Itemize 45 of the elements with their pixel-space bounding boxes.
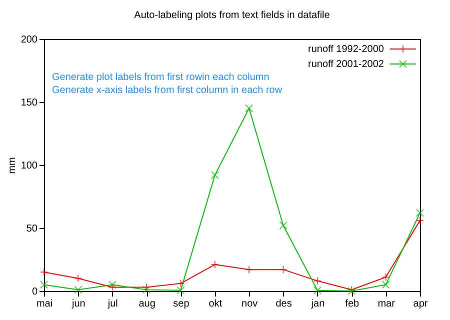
point — [210, 260, 219, 269]
annotation: Generate plot labels from first rowin each column — [52, 72, 270, 83]
x-tick-label: mar — [378, 298, 396, 310]
x-tick-label: jul — [106, 298, 118, 310]
point — [245, 104, 254, 112]
annotation: Generate x-axis labels from first column in each row — [52, 85, 283, 96]
chart-title: Auto-labeling plots from text fields in datafile — [134, 10, 330, 21]
point — [74, 286, 82, 294]
y-tick-label: 100 — [20, 160, 38, 172]
point — [108, 280, 116, 289]
point — [382, 280, 390, 289]
point — [142, 286, 151, 294]
point — [416, 216, 424, 224]
x-tick-label: jun — [71, 298, 86, 310]
point — [210, 171, 219, 180]
y-tick-label: 200 — [20, 34, 38, 46]
point — [176, 279, 185, 288]
legend-label: runoff 1992-2000 — [308, 44, 384, 55]
y-tick-label: 0 — [32, 286, 38, 298]
x-tick-label: okt — [208, 298, 222, 310]
x-tick-label: feb — [345, 298, 360, 310]
point — [142, 283, 151, 292]
point — [416, 208, 424, 217]
x-tick-label: sep — [173, 298, 190, 310]
point — [313, 286, 322, 294]
point — [279, 266, 288, 274]
point — [279, 221, 288, 230]
x-tick-label: des — [276, 298, 292, 310]
x-tick-label: nov — [242, 298, 258, 310]
y-axis-title: mm — [6, 157, 18, 174]
point — [313, 276, 322, 285]
x-tick-label: aug — [138, 298, 156, 310]
point — [40, 280, 48, 289]
x-tick-label: mai — [36, 298, 53, 310]
y-tick-label: 150 — [20, 98, 38, 108]
point — [74, 274, 82, 282]
y-tick-label: 50 — [26, 224, 38, 234]
x-tick-label: apr — [413, 298, 428, 310]
x-tick-label: jan — [310, 298, 325, 310]
point — [108, 283, 116, 292]
point — [382, 273, 390, 282]
legend-label: runoff 2001-2002 — [308, 59, 384, 70]
point — [245, 266, 254, 274]
point — [176, 286, 185, 294]
point — [40, 268, 48, 276]
